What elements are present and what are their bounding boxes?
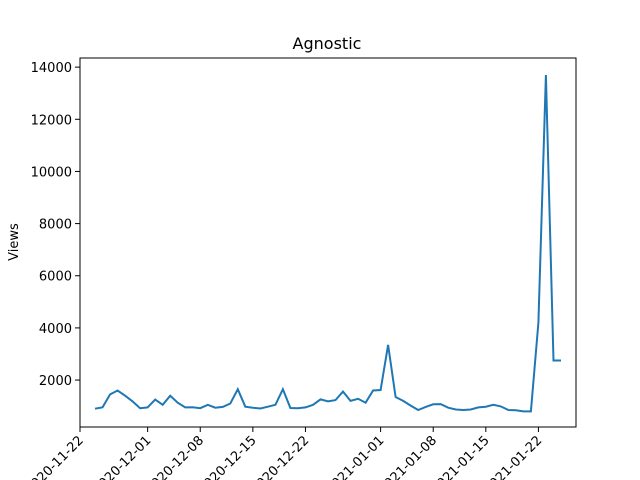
chart-title: Agnostic bbox=[293, 34, 362, 53]
x-tick-label: 2020-11-22 bbox=[23, 433, 87, 480]
y-tick-label: 4000 bbox=[39, 322, 72, 337]
series-line bbox=[94, 74, 561, 413]
x-tick-label: 2021-01-08 bbox=[376, 433, 440, 480]
x-tick-label: 2021-01-15 bbox=[429, 433, 493, 480]
y-axis-title: Views bbox=[7, 223, 22, 261]
x-tick-label: 2021-01-01 bbox=[323, 433, 387, 480]
y-tick-label: 14000 bbox=[31, 61, 72, 76]
x-tick-label: 2020-12-08 bbox=[143, 433, 207, 480]
x-tick-label: 2020-12-22 bbox=[248, 433, 312, 480]
x-tick-label: 2020-12-15 bbox=[196, 433, 260, 480]
plot-frame bbox=[79, 57, 577, 428]
x-tick-label: 2020-12-01 bbox=[90, 433, 154, 480]
plot-area bbox=[79, 57, 577, 428]
x-axis: 2020-11-22 2020-12-012020-12-082020-12-15… bbox=[23, 427, 545, 480]
x-tick-label: 2021-01-22 bbox=[481, 433, 545, 480]
y-tick-label: 12000 bbox=[31, 113, 72, 128]
y-tick-label: 2000 bbox=[39, 374, 72, 389]
y-tick-label: 10000 bbox=[31, 165, 72, 180]
y-axis: 2000 4000 6000 8000 10000 12000 14000 bbox=[31, 61, 80, 389]
y-tick-label: 8000 bbox=[39, 218, 72, 233]
y-tick-label: 6000 bbox=[39, 270, 72, 285]
